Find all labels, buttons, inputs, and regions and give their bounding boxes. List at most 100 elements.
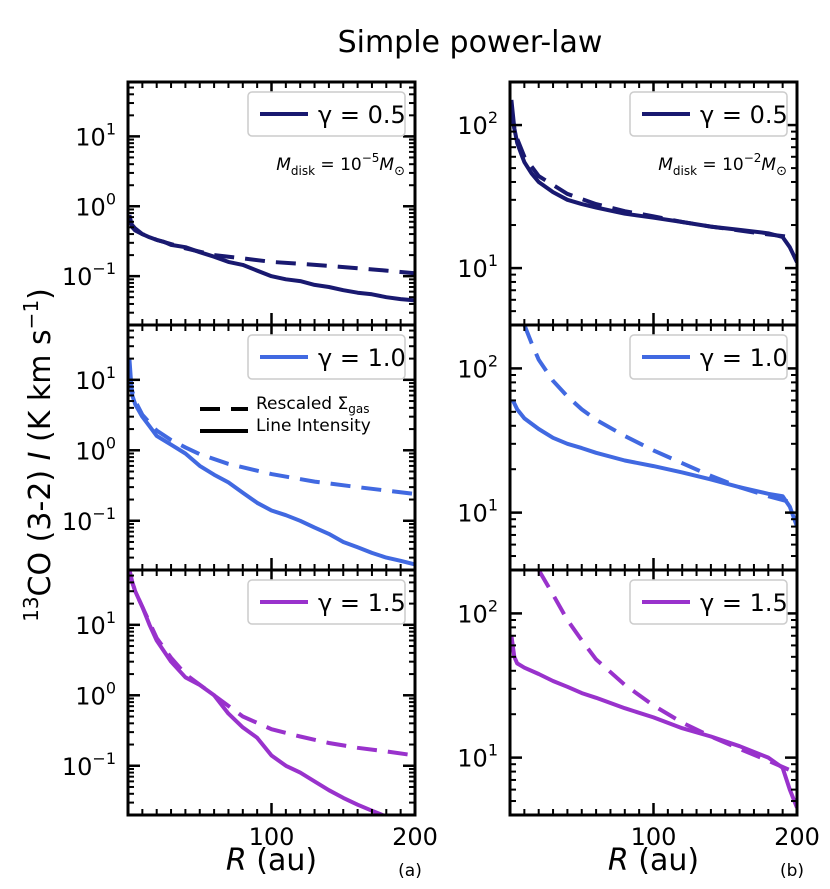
y-tick-exponent: −1 xyxy=(92,259,116,278)
x-axis-unit: (au) xyxy=(247,843,317,878)
line-intensity-line xyxy=(510,99,797,264)
y-tick-base: 10 xyxy=(62,753,93,781)
y-tick-base: 10 xyxy=(75,612,106,640)
mass-symbol: M xyxy=(276,155,291,175)
y-axis-label: 13CO (3-2) I (K km s−1) xyxy=(19,288,58,622)
y-tick-label: 10−1 xyxy=(62,749,116,781)
legend-box xyxy=(629,579,788,625)
x-axis-variable: R xyxy=(226,843,247,878)
mass-exponent: −2 xyxy=(744,151,762,165)
series-group xyxy=(128,358,415,567)
x-axis-label: R (au) xyxy=(226,843,317,878)
x-axis-label: R (au) xyxy=(608,843,699,878)
y-tick-label: 102 xyxy=(457,351,498,383)
y-tick-exponent: 1 xyxy=(106,363,116,382)
y-tick-exponent: 2 xyxy=(488,108,498,127)
y-tick-exponent: 0 xyxy=(106,678,116,697)
y-tick-base: 10 xyxy=(457,500,488,528)
mass-equals: = 10 xyxy=(315,155,362,175)
legend-box xyxy=(629,334,788,380)
y-tick-base: 10 xyxy=(75,367,106,395)
mass-equals: = 10 xyxy=(697,155,744,175)
legend-gamma-label: γ = 1.0 xyxy=(318,344,406,372)
y-tick-base: 10 xyxy=(457,355,488,383)
style-legend-solid-label: Line Intensity xyxy=(256,416,371,436)
y-tick-exponent: 0 xyxy=(106,189,116,208)
y-tick-base: 10 xyxy=(75,193,106,221)
y-tick-exponent: 1 xyxy=(488,496,498,515)
y-tick-exponent: −1 xyxy=(92,749,116,768)
series-group xyxy=(128,570,415,815)
y-tick-label: 101 xyxy=(75,119,116,151)
y-tick-label: 10−1 xyxy=(62,259,116,291)
rescaled-sigma-line xyxy=(536,570,797,776)
y-tick-base: 10 xyxy=(62,508,93,536)
sun-symbol: ⊙ xyxy=(776,164,787,179)
x-axis-variable: R xyxy=(608,843,629,878)
legend-box xyxy=(247,91,406,137)
y-tick-base: 10 xyxy=(457,112,488,140)
rescaled-sigma-line xyxy=(522,325,797,506)
line-intensity-line xyxy=(511,399,797,528)
rescaled-sigma-line xyxy=(128,220,415,276)
y-tick-base: 10 xyxy=(457,745,488,773)
line-intensity-line xyxy=(510,635,797,809)
style-legend-dashed-text: Rescaled Σ xyxy=(256,394,348,414)
y-tick-exponent: −1 xyxy=(92,504,116,523)
y-tick-label: 101 xyxy=(75,608,116,640)
style-legend-dashed-subscript: gas xyxy=(348,402,369,416)
y-tick-exponent: 1 xyxy=(488,741,498,760)
y-tick-exponent: 1 xyxy=(488,251,498,270)
line-intensity-line xyxy=(128,358,415,567)
legend-gamma-label: γ = 0.5 xyxy=(318,101,406,129)
panel-tag: (a) xyxy=(398,861,422,881)
series-group xyxy=(511,325,797,528)
y-tick-label: 101 xyxy=(457,251,498,283)
y-tick-label: 101 xyxy=(457,496,498,528)
y-tick-base: 10 xyxy=(75,123,106,151)
series-group xyxy=(510,570,797,809)
y-tick-exponent: 2 xyxy=(488,596,498,615)
y-tick-exponent: 1 xyxy=(106,608,116,627)
y-tick-base: 10 xyxy=(75,437,106,465)
legend-box xyxy=(247,579,406,625)
legend-box xyxy=(247,334,406,380)
style-legend-dashed-label: Rescaled Σgas xyxy=(256,394,369,416)
mass-subscript: disk xyxy=(291,164,315,178)
y-tick-exponent: 0 xyxy=(106,433,116,452)
mass-subscript: disk xyxy=(673,164,697,178)
legend-gamma-label: γ = 1.5 xyxy=(318,589,406,617)
series-group xyxy=(128,214,415,303)
x-tick-label: 200 xyxy=(392,823,438,851)
y-tick-base: 10 xyxy=(62,263,93,291)
y-tick-label: 100 xyxy=(75,189,116,221)
x-tick-label: 200 xyxy=(774,823,820,851)
y-tick-exponent: 2 xyxy=(488,351,498,370)
x-tick-label: 100 xyxy=(249,823,295,851)
y-tick-label: 102 xyxy=(457,596,498,628)
mass-symbol: M xyxy=(658,155,673,175)
mass-unit: M xyxy=(379,155,394,175)
y-tick-label: 101 xyxy=(75,363,116,395)
mass-exponent: −5 xyxy=(362,151,380,165)
y-tick-base: 10 xyxy=(457,600,488,628)
mass-unit: M xyxy=(761,155,776,175)
panel-frame xyxy=(126,568,417,817)
sun-symbol: ⊙ xyxy=(394,164,405,179)
series-group xyxy=(510,99,797,264)
y-tick-base: 10 xyxy=(457,255,488,283)
y-tick-label: 100 xyxy=(75,433,116,465)
legend-gamma-label: γ = 1.5 xyxy=(700,589,788,617)
y-tick-label: 100 xyxy=(75,678,116,710)
legend-gamma-label: γ = 0.5 xyxy=(700,101,788,129)
y-tick-label: 10−1 xyxy=(62,504,116,536)
mass-annotation: Mdisk = 10−5M⊙ xyxy=(276,151,405,179)
x-tick-label: 100 xyxy=(631,823,677,851)
